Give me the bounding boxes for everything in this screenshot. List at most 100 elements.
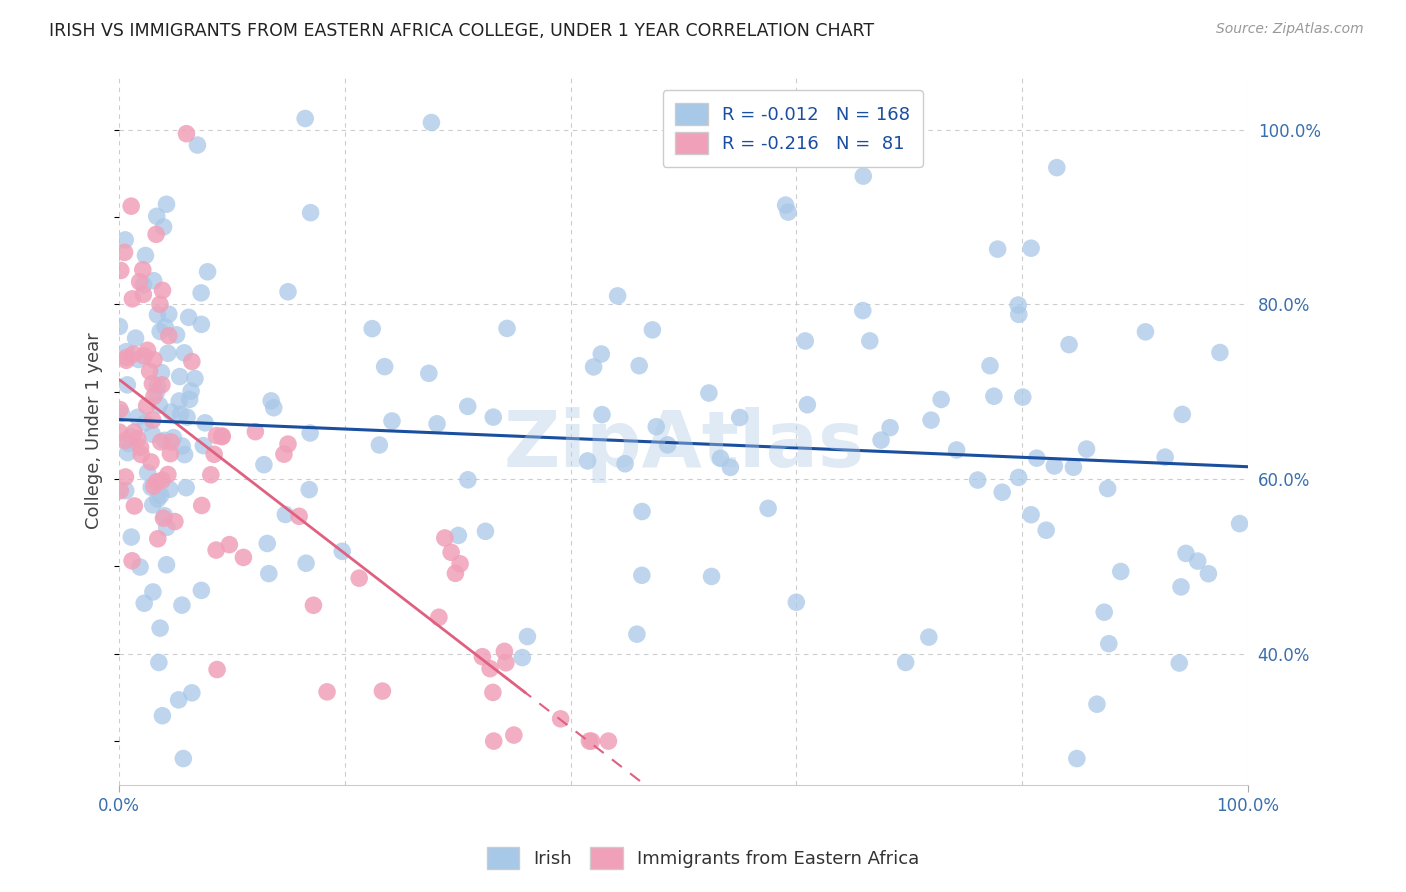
- Point: [1043, 458, 1066, 473]
- Point: [132, 287, 155, 301]
- Point: [149, 488, 172, 502]
- Point: [152, 283, 174, 297]
- Point: [142, 352, 165, 367]
- Point: [152, 219, 174, 234]
- Point: [122, 347, 145, 361]
- Point: [796, 398, 818, 412]
- Y-axis label: College, Under 1 year: College, Under 1 year: [86, 333, 103, 530]
- Point: [108, 319, 131, 334]
- Point: [138, 364, 160, 378]
- Point: [142, 585, 165, 599]
- Point: [368, 438, 391, 452]
- Point: [1011, 390, 1033, 404]
- Text: IRISH VS IMMIGRANTS FROM EASTERN AFRICA COLLEGE, UNDER 1 YEAR CORRELATION CHART: IRISH VS IMMIGRANTS FROM EASTERN AFRICA …: [49, 22, 875, 40]
- Point: [200, 467, 222, 482]
- Point: [114, 470, 136, 484]
- Point: [190, 499, 212, 513]
- Point: [146, 532, 169, 546]
- Point: [153, 319, 176, 334]
- Point: [157, 307, 180, 321]
- Point: [1197, 566, 1219, 581]
- Point: [929, 392, 952, 407]
- Point: [173, 346, 195, 360]
- Point: [114, 245, 136, 260]
- Point: [141, 427, 163, 442]
- Point: [129, 447, 152, 461]
- Point: [1135, 325, 1157, 339]
- Point: [447, 528, 470, 542]
- Point: [631, 504, 654, 518]
- Point: [299, 205, 322, 219]
- Point: [1007, 298, 1029, 312]
- Point: [162, 431, 184, 445]
- Point: [146, 308, 169, 322]
- Point: [145, 475, 167, 489]
- Point: [194, 416, 217, 430]
- Point: [641, 323, 664, 337]
- Point: [205, 543, 228, 558]
- Point: [157, 328, 180, 343]
- Point: [245, 425, 267, 439]
- Point: [1035, 523, 1057, 537]
- Point: [1209, 345, 1232, 359]
- Point: [135, 399, 157, 413]
- Point: [117, 436, 139, 450]
- Point: [121, 292, 143, 306]
- Point: [114, 434, 136, 448]
- Point: [444, 566, 467, 581]
- Point: [205, 663, 228, 677]
- Point: [148, 656, 170, 670]
- Point: [160, 405, 183, 419]
- Point: [117, 445, 139, 459]
- Point: [474, 524, 496, 539]
- Point: [159, 483, 181, 497]
- Point: [150, 708, 173, 723]
- Point: [920, 413, 942, 427]
- Point: [606, 289, 628, 303]
- Point: [273, 447, 295, 461]
- Point: [966, 473, 988, 487]
- Point: [516, 630, 538, 644]
- Point: [142, 498, 165, 512]
- Point: [449, 557, 471, 571]
- Point: [145, 227, 167, 242]
- Point: [1062, 460, 1084, 475]
- Point: [128, 352, 150, 367]
- Point: [129, 441, 152, 455]
- Legend: Irish, Immigrants from Eastern Africa: Irish, Immigrants from Eastern Africa: [478, 838, 928, 879]
- Point: [179, 392, 201, 407]
- Point: [274, 508, 297, 522]
- Point: [494, 644, 516, 658]
- Point: [502, 728, 524, 742]
- Point: [129, 560, 152, 574]
- Point: [156, 520, 179, 534]
- Point: [361, 321, 384, 335]
- Point: [110, 263, 132, 277]
- Point: [1170, 580, 1192, 594]
- Point: [150, 366, 173, 380]
- Point: [136, 343, 159, 358]
- Point: [381, 414, 404, 428]
- Point: [418, 367, 440, 381]
- Point: [184, 371, 207, 385]
- Point: [218, 538, 240, 552]
- Point: [150, 473, 173, 487]
- Point: [159, 447, 181, 461]
- Point: [794, 334, 817, 348]
- Point: [479, 662, 502, 676]
- Point: [156, 346, 179, 360]
- Point: [180, 354, 202, 368]
- Point: [1019, 508, 1042, 522]
- Point: [167, 693, 190, 707]
- Point: [124, 499, 146, 513]
- Point: [945, 442, 967, 457]
- Point: [852, 303, 875, 318]
- Point: [302, 599, 325, 613]
- Point: [142, 389, 165, 403]
- Point: [202, 447, 225, 461]
- Point: [149, 297, 172, 311]
- Point: [371, 684, 394, 698]
- Point: [122, 425, 145, 440]
- Point: [709, 451, 731, 466]
- Point: [550, 712, 572, 726]
